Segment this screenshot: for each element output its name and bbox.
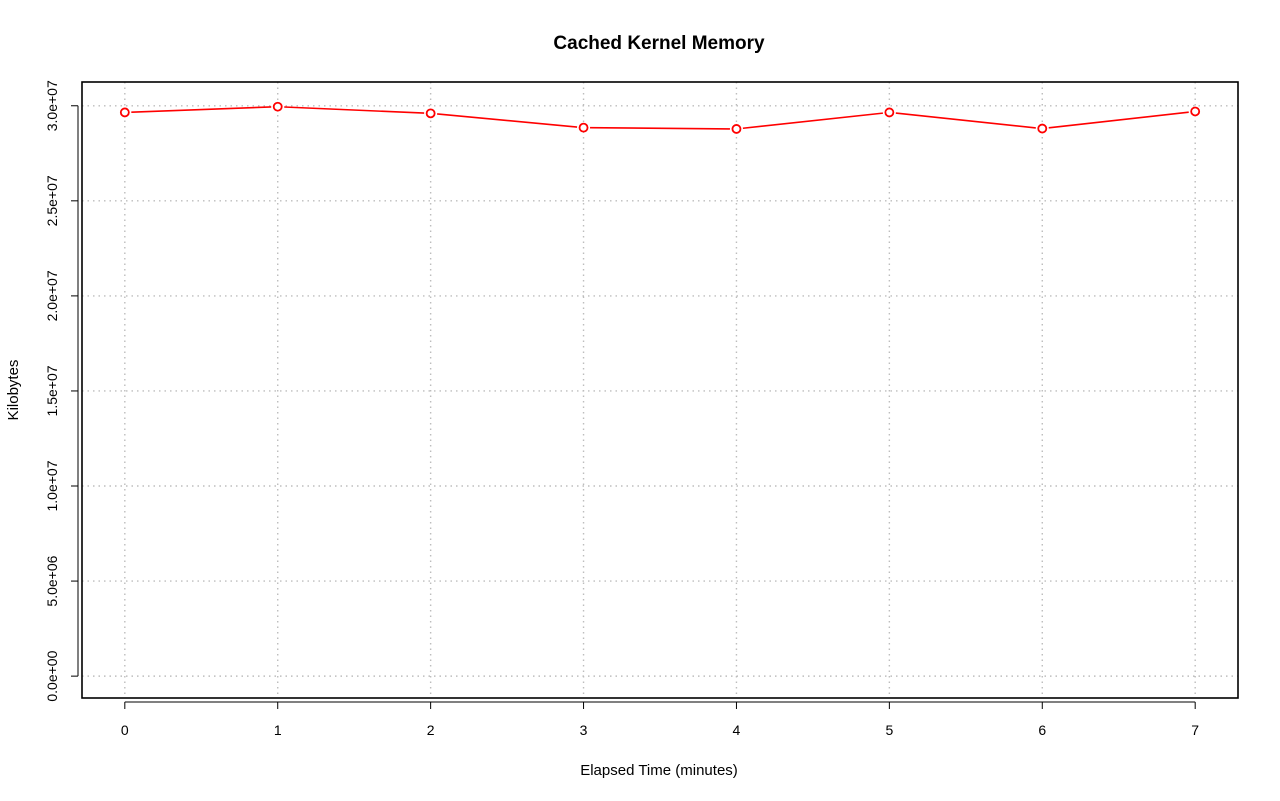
- data-point: [119, 107, 130, 118]
- series-line-segment: [1048, 111, 1189, 129]
- y-tick-label: 5.0e+06: [44, 555, 60, 606]
- series-line-segment: [742, 112, 883, 130]
- x-tick-label: 3: [580, 722, 588, 738]
- y-tick-label: 3.0e+07: [44, 80, 60, 131]
- x-tick-label: 4: [733, 722, 741, 738]
- y-axis-label: Kilobytes: [5, 360, 22, 421]
- series-line-segment: [437, 113, 578, 128]
- x-tick-label: 6: [1038, 722, 1046, 738]
- series-line-segment: [284, 106, 425, 114]
- y-tick-label: 2.5e+07: [44, 175, 60, 226]
- series-line-segment: [895, 112, 1036, 129]
- axes: 0 1 2 3 4 5 6 7 0.0e+00 5.0e+06 1.0e+07 1.5e+07 2.0e…: [44, 80, 1199, 738]
- grid-lines: [82, 82, 1238, 698]
- series-line-segment: [131, 106, 272, 113]
- data-point: [731, 124, 742, 134]
- x-axis-label: Elapsed Time (minutes): [580, 762, 738, 779]
- y-tick-label: 1.0e+07: [44, 460, 60, 511]
- data-point: [425, 108, 436, 119]
- chart-title: Cached Kernel Memory: [553, 33, 765, 54]
- x-tick-label: 1: [274, 722, 282, 738]
- plot-frame: [81, 81, 1239, 699]
- y-tick-label: 2.0e+07: [44, 270, 60, 321]
- data-point: [1037, 123, 1048, 134]
- series-line-segment: [590, 126, 730, 130]
- data-point: [272, 101, 283, 112]
- x-tick-label: 7: [1191, 722, 1199, 738]
- x-tick-label: 2: [427, 722, 435, 738]
- series-layer: [119, 101, 1201, 134]
- y-tick-label: 0.0e+00: [44, 650, 60, 701]
- y-tick-label: 1.5e+07: [44, 365, 60, 416]
- data-point: [1190, 106, 1201, 117]
- x-tick-label: 5: [885, 722, 893, 738]
- data-point: [578, 122, 589, 133]
- data-point: [884, 107, 895, 118]
- x-tick-label: 0: [121, 722, 129, 738]
